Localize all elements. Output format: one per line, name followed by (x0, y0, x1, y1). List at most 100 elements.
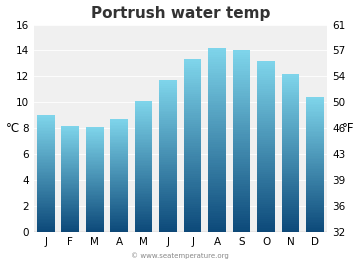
Bar (135, 106, 153, 107)
Bar (62, 147, 79, 148)
Bar (37, 184, 55, 185)
Bar (233, 152, 251, 155)
Bar (282, 92, 300, 94)
Bar (135, 114, 153, 116)
Bar (62, 204, 79, 205)
Bar (86, 169, 104, 170)
Bar (86, 131, 104, 132)
Bar (62, 224, 79, 225)
Bar (208, 151, 226, 154)
Bar (37, 139, 55, 140)
Bar (282, 113, 300, 115)
Bar (111, 120, 128, 122)
Bar (135, 137, 153, 139)
Bar (184, 72, 202, 75)
Bar (159, 90, 177, 92)
Bar (62, 214, 79, 216)
Bar (159, 203, 177, 205)
Bar (37, 210, 55, 211)
Bar (257, 176, 275, 178)
Bar (257, 129, 275, 131)
Bar (37, 127, 55, 128)
Bar (37, 230, 55, 232)
Bar (111, 192, 128, 194)
Bar (306, 227, 324, 229)
Bar (62, 148, 79, 150)
Bar (159, 116, 177, 118)
Bar (233, 71, 251, 73)
Bar (306, 131, 324, 132)
Bar (37, 122, 55, 124)
Bar (184, 206, 202, 208)
Bar (184, 107, 202, 109)
Bar (257, 228, 275, 230)
Bar (184, 157, 202, 159)
Bar (233, 209, 251, 211)
Bar (135, 191, 153, 192)
Bar (135, 211, 153, 212)
Bar (306, 188, 324, 190)
Bar (111, 129, 128, 130)
Bar (86, 183, 104, 185)
Bar (257, 230, 275, 232)
Bar (257, 191, 275, 193)
Bar (135, 117, 153, 119)
Bar (86, 151, 104, 152)
Bar (135, 140, 153, 142)
Bar (62, 206, 79, 208)
Bar (159, 145, 177, 147)
Bar (135, 158, 153, 160)
Bar (111, 125, 128, 126)
Bar (184, 174, 202, 176)
Bar (135, 179, 153, 181)
Bar (282, 228, 300, 230)
Bar (111, 166, 128, 167)
Bar (86, 148, 104, 149)
Bar (208, 193, 226, 195)
Bar (37, 169, 55, 171)
Bar (159, 148, 177, 150)
Bar (184, 144, 202, 146)
Bar (233, 80, 251, 82)
Bar (257, 112, 275, 114)
Bar (86, 136, 104, 137)
Bar (184, 100, 202, 102)
Bar (111, 219, 128, 220)
Bar (159, 224, 177, 226)
Bar (135, 230, 153, 232)
Bar (62, 129, 79, 131)
Bar (37, 163, 55, 165)
Bar (257, 166, 275, 168)
Bar (208, 218, 226, 220)
Bar (208, 55, 226, 57)
Bar (86, 229, 104, 230)
Bar (208, 110, 226, 112)
Bar (111, 195, 128, 197)
Bar (184, 75, 202, 77)
Bar (86, 198, 104, 199)
Bar (208, 94, 226, 96)
Bar (306, 102, 324, 104)
Bar (282, 135, 300, 137)
Bar (208, 147, 226, 149)
Bar (282, 168, 300, 171)
Bar (257, 168, 275, 170)
Bar (159, 230, 177, 232)
Bar (233, 155, 251, 157)
Bar (233, 180, 251, 182)
Bar (135, 174, 153, 176)
Bar (282, 105, 300, 107)
Bar (208, 69, 226, 71)
Bar (135, 153, 153, 155)
Bar (159, 190, 177, 192)
Bar (282, 184, 300, 186)
Bar (111, 198, 128, 199)
Bar (184, 135, 202, 137)
Bar (135, 178, 153, 179)
Bar (257, 185, 275, 187)
Bar (111, 178, 128, 180)
Bar (282, 183, 300, 184)
Bar (159, 80, 177, 82)
Bar (233, 202, 251, 205)
Bar (306, 110, 324, 112)
